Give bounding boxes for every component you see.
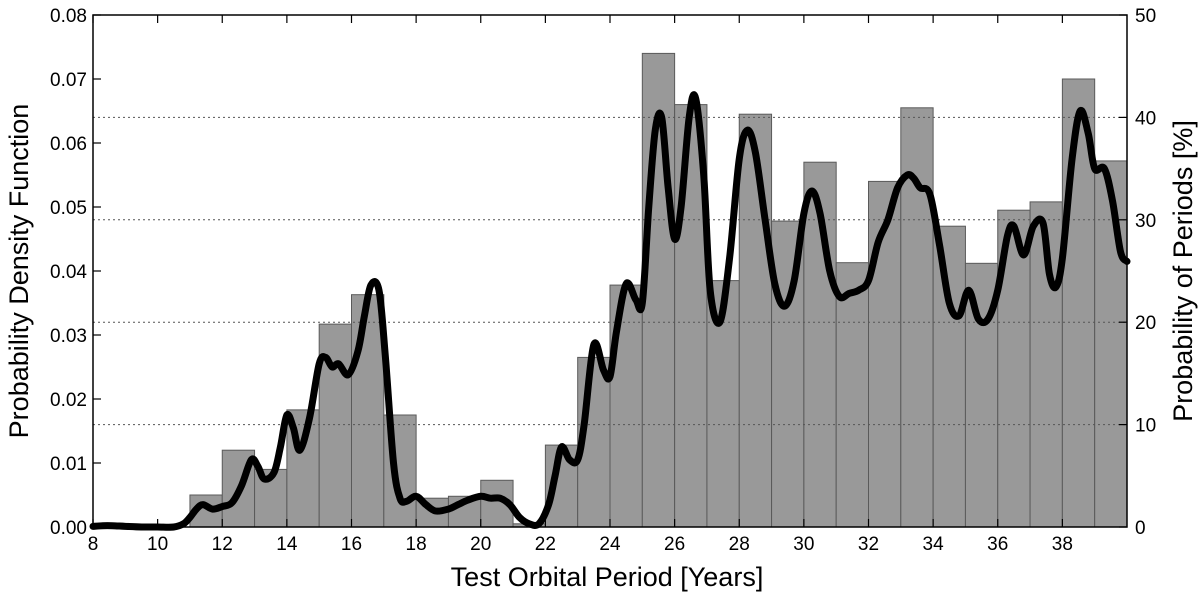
x-tick-label: 38 (1052, 534, 1073, 555)
y-tick-label: 0.08 (50, 6, 87, 27)
histogram-bars (189, 52, 1128, 528)
histogram-bar (1094, 160, 1128, 528)
x-tick-label: 12 (212, 534, 233, 555)
x-tick-label: 34 (923, 534, 945, 555)
x-tick-label: 28 (729, 534, 750, 555)
x-tick-label: 10 (147, 534, 168, 555)
y-right-tick-label: 20 (1135, 313, 1156, 334)
y-axis-title-right: Probability of Periods [%] (1168, 120, 1198, 422)
x-tick-label: 24 (599, 534, 621, 555)
histogram-bar (835, 262, 869, 528)
y-tick-label: 0.05 (50, 198, 87, 219)
x-tick-label: 26 (664, 534, 685, 555)
y-right-tick-label: 10 (1135, 416, 1156, 437)
y-tick-label: 0.02 (50, 390, 87, 411)
y-right-tick-label: 50 (1135, 6, 1156, 27)
x-tick-label: 18 (406, 534, 427, 555)
axis-ticks: 8 10 12 14 16 18 20 22 24 26 28 30 32 34 36 38 0.00 0.01 0… (50, 6, 1156, 555)
y-tick-label: 0.00 (50, 518, 87, 539)
y-tick-label: 0.01 (50, 454, 87, 475)
x-axis-title: Test Orbital Period [Years] (451, 562, 764, 592)
y-right-tick-label: 30 (1135, 211, 1156, 232)
histogram-bar (900, 107, 934, 528)
histogram-bar (738, 113, 773, 528)
x-tick-label: 30 (793, 534, 814, 555)
x-tick-label: 14 (276, 534, 298, 555)
y-right-tick-label: 0 (1135, 518, 1146, 539)
y-tick-label: 0.03 (50, 326, 87, 347)
x-tick-label: 20 (470, 534, 491, 555)
x-tick-label: 22 (535, 534, 556, 555)
x-tick-label: 32 (858, 534, 879, 555)
histogram-bar (932, 225, 966, 528)
y-tick-label: 0.06 (50, 134, 87, 155)
x-tick-label: 16 (341, 534, 362, 555)
x-tick-label: 8 (88, 534, 99, 555)
grid-lines (93, 116, 1127, 426)
y-tick-label: 0.07 (50, 70, 87, 91)
x-tick-label: 36 (987, 534, 1008, 555)
histogram-bar (351, 294, 385, 528)
density-curve (89, 91, 1131, 531)
axis-titles: Test Orbital Period [Years] Probability … (4, 104, 1198, 592)
y-tick-label: 0.04 (50, 262, 87, 283)
density-curve-layer (89, 91, 1131, 531)
y-right-tick-label: 40 (1135, 108, 1156, 129)
y-axis-title-left: Probability Density Function (4, 104, 34, 439)
